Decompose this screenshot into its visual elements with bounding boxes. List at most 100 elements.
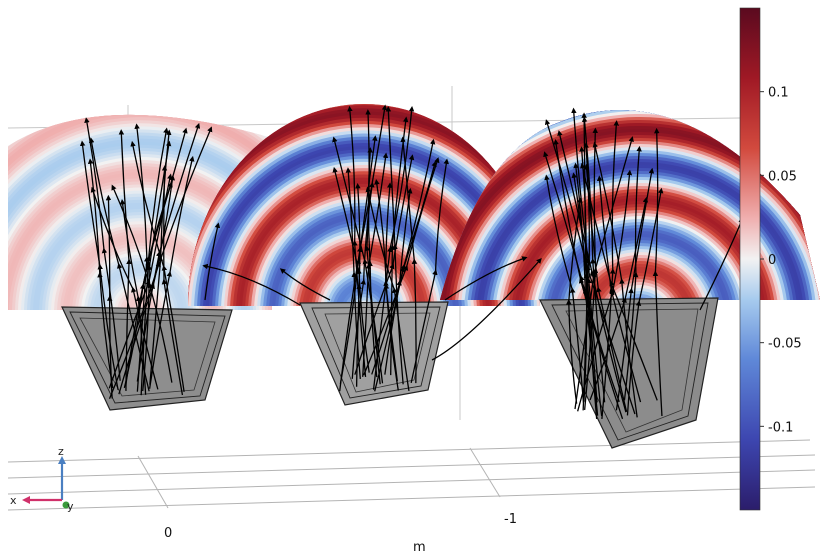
streamline-segment [365,109,371,249]
streamline-segment [79,140,101,267]
streamline-segment [372,246,393,390]
streamline-segment [97,271,114,389]
streamline-segment [119,199,139,299]
streamline-segment [148,140,172,268]
streamline-segment [161,165,168,282]
streamlines [79,104,744,420]
streamline-segment [582,257,591,411]
streamline-segment [383,283,399,391]
streamline-segment [134,123,148,259]
colorbar: 0.1 0.05 0 -0.05 -0.1 [739,7,802,511]
streamline-segment [612,169,633,292]
streamline-segment [619,278,638,418]
streamline-side [699,217,744,311]
colorbar-tick-label: -0.05 [768,337,802,352]
streamline-segment [362,181,375,282]
streamline-side [202,263,301,306]
wave-field-center [188,104,540,306]
floor-grid-line [7,469,816,495]
x-axis-unit: m [413,540,426,555]
streamline-segment [611,120,619,271]
streamline-segment [566,299,578,404]
streamline-segment [571,172,589,298]
streamline-segment [87,158,101,275]
streamline-segment [136,250,162,382]
floor-grid-line [137,455,169,509]
streamline-segment [148,270,172,389]
streamline-segment [399,187,413,283]
streamline-segment [405,157,440,268]
streamline-segment [585,294,598,420]
streamline-segment [434,158,449,273]
streamline-segment [347,105,356,243]
streamline-segment [149,255,164,385]
streamline-side [279,268,331,301]
floor-grid-line [469,447,501,498]
streamline-segment [148,127,188,259]
streamline-segment [654,127,660,274]
streamline-segment [106,295,113,399]
streamline-segment [351,271,361,379]
streamline-segment [391,116,409,248]
wave-field-right [440,110,820,300]
triad-z-label: z [58,445,64,458]
streamline-side [204,222,221,301]
floor-grid-line [7,486,816,511]
triad-x-arrow [22,496,30,504]
streamline-segment [574,271,597,410]
streamline-segment [586,277,603,417]
streamline-segment [367,152,389,267]
streamline-segment [332,136,366,262]
streamline-segment [557,130,593,273]
streamline-segment [88,137,120,266]
streamline-segment [158,122,201,254]
colorbar-tick-label: -0.1 [768,420,793,435]
streamline-segment [97,263,119,391]
axis-triad: z x y [10,445,74,513]
streamline-segment [118,283,155,395]
colorbar-tick-label: 0.1 [768,86,789,101]
streamline-segment [593,136,634,275]
streamline-segment [147,127,169,263]
x-tick-label: -1 [504,512,517,527]
streamline-segment [389,244,396,376]
streamline-segment [596,286,628,412]
streamline-segment [385,106,396,247]
streamline-segment [638,187,664,304]
streamline-segment [101,247,121,381]
floor-grid-line [7,454,816,479]
triad-x-label: x [10,494,17,507]
streamline-segment [615,287,634,411]
floor-grid [7,439,816,511]
streamline-segment [364,245,381,385]
streamline-side [444,256,528,301]
streamline-segment [410,269,438,384]
streamline-segment [384,279,402,375]
triad-y-label: y [67,500,74,513]
streamline-segment [90,186,134,290]
streamline-segment [569,287,585,403]
streamline-segment [589,269,627,413]
streamline-segment [571,107,589,261]
horn-right [539,297,719,449]
streamline-segment [169,155,195,274]
streamline-segment [363,264,409,376]
streamline-segment [365,186,395,291]
triad-y-axis [62,501,70,509]
triad-z-arrow [58,456,66,464]
streamline-segment [125,255,152,387]
streamline-segment [583,142,590,281]
streamline-segment [634,145,642,275]
streamline-segment [147,282,173,383]
streamline-segment [345,167,355,275]
streamline-segment [403,138,436,267]
streamline-segment [392,243,404,385]
x-tick-label: 0 [164,526,172,541]
colorbar-tick-label: 0.05 [768,169,797,184]
streamline-segment [374,179,387,287]
streamline-segment [161,278,184,396]
streamline-segment [118,129,130,262]
streamline-segment [592,141,623,282]
